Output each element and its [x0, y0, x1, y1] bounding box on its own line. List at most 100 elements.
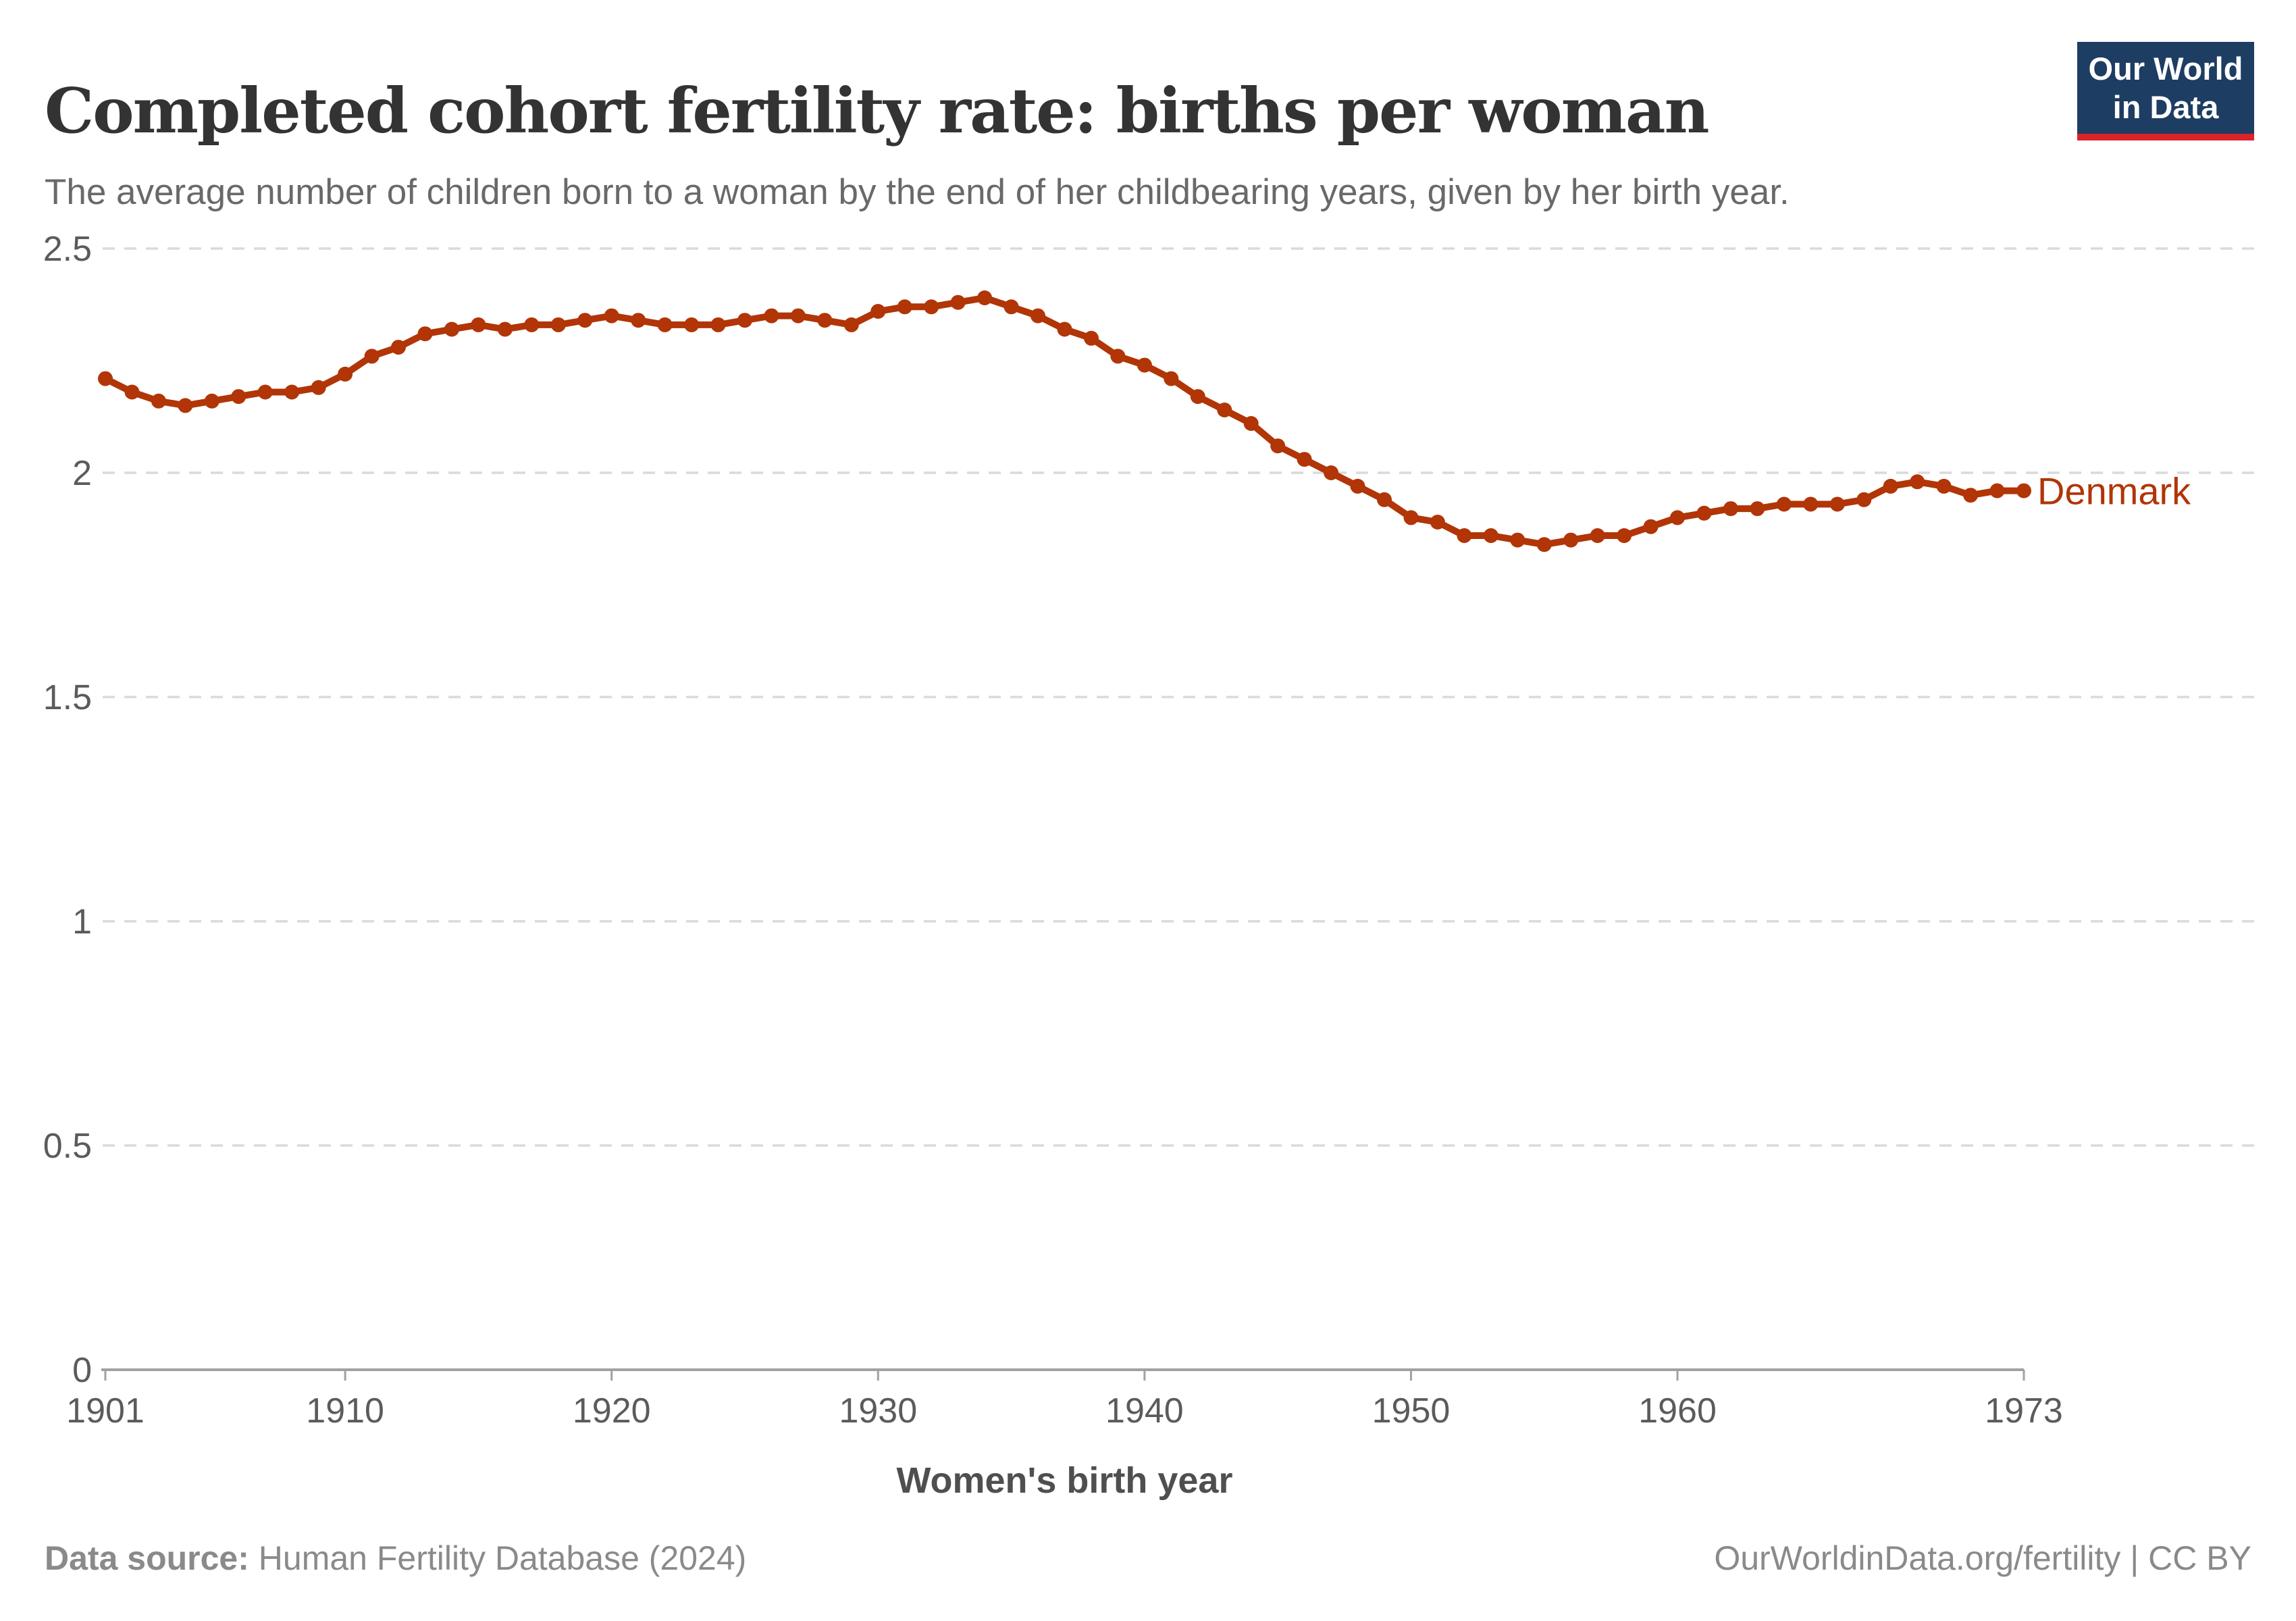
data-point[interactable]: [1750, 501, 1765, 517]
data-point[interactable]: [524, 317, 540, 332]
data-point[interactable]: [710, 317, 726, 332]
data-point[interactable]: [817, 313, 833, 328]
data-point[interactable]: [1829, 496, 1845, 512]
y-tick-label: 2: [72, 454, 92, 493]
y-tick-label: 0: [72, 1351, 92, 1390]
data-point[interactable]: [1190, 389, 1205, 405]
data-point[interactable]: [1617, 528, 1632, 543]
data-point[interactable]: [1910, 474, 1925, 490]
data-point[interactable]: [1243, 416, 1259, 431]
y-tick-label: 2.5: [43, 230, 92, 269]
data-point[interactable]: [338, 366, 353, 382]
data-point[interactable]: [1670, 510, 1685, 525]
data-point[interactable]: [1084, 330, 1099, 346]
chart-footer: Data source: Human Fertility Database (2…: [45, 1539, 2251, 1578]
data-source-text: Human Fertility Database (2024): [249, 1539, 747, 1577]
data-point[interactable]: [1030, 308, 1045, 324]
data-point[interactable]: [284, 384, 300, 400]
data-source-label: Data source:: [45, 1539, 249, 1577]
data-point[interactable]: [1110, 349, 1126, 364]
data-point[interactable]: [257, 384, 273, 400]
y-tick-label: 1.5: [43, 678, 92, 717]
data-point[interactable]: [924, 299, 939, 315]
x-tick-label: 1950: [1372, 1391, 1451, 1431]
data-point[interactable]: [1989, 483, 2005, 498]
x-tick-label: 1901: [66, 1391, 145, 1431]
data-point[interactable]: [231, 389, 246, 405]
data-point[interactable]: [1377, 492, 1392, 507]
y-tick-label: 0.5: [43, 1127, 92, 1166]
data-point[interactable]: [1297, 452, 1312, 467]
x-tick-label: 1930: [839, 1391, 917, 1431]
data-point[interactable]: [1217, 403, 1232, 417]
data-point[interactable]: [417, 326, 433, 342]
data-point[interactable]: [2016, 483, 2031, 498]
credit-link[interactable]: OurWorldinData.org/fertility | CC BY: [1714, 1539, 2251, 1577]
x-tick-label: 1973: [1985, 1391, 2063, 1431]
data-point[interactable]: [870, 304, 886, 319]
data-point[interactable]: [391, 340, 406, 355]
data-source[interactable]: Data source: Human Fertility Database (2…: [45, 1539, 746, 1578]
data-point[interactable]: [1883, 478, 1898, 494]
data-point[interactable]: [657, 317, 673, 332]
data-point[interactable]: [1057, 321, 1072, 337]
data-point[interactable]: [1270, 438, 1286, 454]
data-point[interactable]: [1963, 488, 1979, 503]
data-point[interactable]: [1643, 519, 1659, 534]
data-point[interactable]: [764, 308, 779, 324]
data-point[interactable]: [577, 313, 593, 328]
data-point[interactable]: [311, 380, 326, 395]
data-point[interactable]: [1536, 537, 1552, 552]
data-point[interactable]: [1590, 528, 1605, 543]
data-point[interactable]: [364, 349, 380, 364]
data-point[interactable]: [151, 393, 166, 409]
data-point[interactable]: [1324, 465, 1339, 480]
x-tick-label: 1910: [306, 1391, 384, 1431]
owid-logo[interactable]: Our World in Data: [2077, 42, 2254, 140]
data-point[interactable]: [604, 308, 619, 324]
owid-logo-line2: in Data: [2112, 89, 2219, 125]
series-label[interactable]: Denmark: [2037, 470, 2191, 513]
data-point[interactable]: [550, 317, 566, 332]
data-point[interactable]: [897, 299, 912, 315]
y-tick-label: 1: [72, 902, 92, 942]
data-point[interactable]: [1936, 478, 1952, 494]
data-point[interactable]: [1164, 371, 1179, 386]
x-tick-label: 1920: [573, 1391, 651, 1431]
x-axis-title: Women's birth year: [897, 1460, 1233, 1501]
data-point[interactable]: [1776, 496, 1792, 512]
data-point[interactable]: [444, 321, 459, 337]
data-point[interactable]: [1457, 528, 1472, 543]
data-point[interactable]: [950, 294, 966, 310]
data-point[interactable]: [204, 393, 219, 409]
data-point[interactable]: [1563, 532, 1579, 548]
data-point[interactable]: [737, 313, 752, 328]
data-point[interactable]: [790, 308, 806, 324]
data-point[interactable]: [1696, 505, 1712, 521]
data-point[interactable]: [977, 290, 993, 305]
data-point[interactable]: [1350, 478, 1365, 494]
data-point[interactable]: [178, 398, 193, 413]
data-point[interactable]: [1137, 357, 1152, 373]
data-point[interactable]: [471, 317, 486, 332]
data-point[interactable]: [98, 371, 113, 386]
x-tick-label: 1960: [1638, 1391, 1717, 1431]
data-point[interactable]: [1483, 528, 1498, 543]
data-point[interactable]: [631, 313, 646, 328]
data-point[interactable]: [1430, 515, 1445, 530]
owid-logo-line1: Our World: [2088, 50, 2243, 86]
data-point[interactable]: [684, 317, 700, 332]
data-point[interactable]: [1003, 299, 1019, 315]
data-point[interactable]: [843, 317, 859, 332]
page-title: Completed cohort fertility rate: births …: [45, 74, 1710, 147]
data-point[interactable]: [1803, 496, 1819, 512]
data-point[interactable]: [497, 321, 513, 337]
data-point[interactable]: [1856, 492, 1872, 507]
data-point[interactable]: [1723, 501, 1738, 517]
x-tick-label: 1940: [1105, 1391, 1184, 1431]
data-point[interactable]: [124, 384, 140, 400]
data-point[interactable]: [1510, 532, 1525, 548]
data-point[interactable]: [1403, 510, 1419, 525]
